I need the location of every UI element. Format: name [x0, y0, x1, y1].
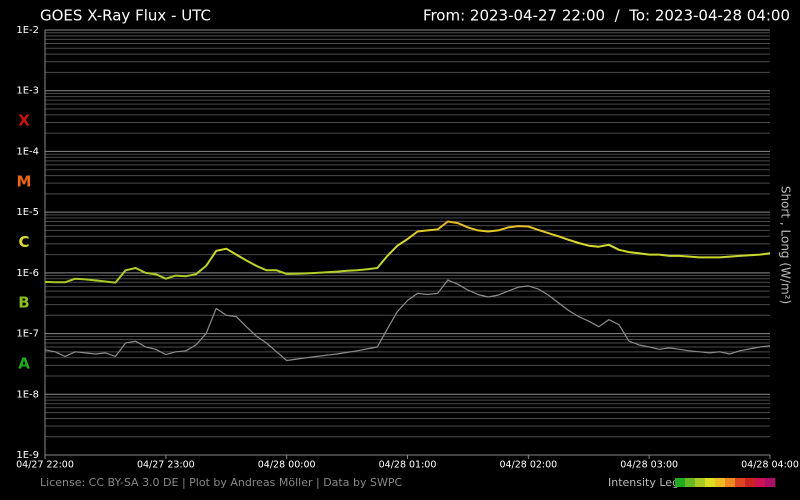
x-tick-label: 04/28 02:00	[499, 460, 557, 471]
series-line	[44, 279, 771, 362]
intensity-swatch	[675, 478, 686, 487]
flare-class-label: M	[17, 172, 32, 190]
y-tick-label: 1E-2	[16, 25, 39, 36]
flare-class-label: B	[18, 294, 29, 312]
y-tick-label: 1E-7	[16, 329, 39, 340]
footer: License: CC BY-SA 3.0 DE | Plot by Andre…	[40, 476, 402, 489]
y-tick-label: 1E-9	[16, 450, 39, 461]
x-tick-label: 04/27 23:00	[137, 460, 195, 471]
intensity-swatch	[685, 478, 696, 487]
y-tick-label: 1E-5	[16, 207, 39, 218]
x-tick-label: 04/28 00:00	[258, 460, 316, 471]
intensity-swatch	[695, 478, 706, 487]
chart-title: GOES X-Ray Flux - UTC	[40, 7, 211, 25]
x-tick-label: 04/28 01:00	[379, 460, 437, 471]
y-axis-label: Short , Long (W/m²)	[779, 186, 793, 304]
flare-class-label: C	[18, 233, 29, 251]
y-tick-label: 1E-6	[16, 268, 39, 279]
y-tick-label: 1E-8	[16, 389, 39, 400]
intensity-swatch	[715, 478, 726, 487]
intensity-swatch	[765, 478, 776, 487]
flare-class-label: A	[18, 354, 30, 372]
flare-class-label: X	[18, 112, 30, 130]
intensity-swatch	[705, 478, 716, 487]
chart-subtitle: From: 2023-04-27 22:00 / To: 2023-04-28 …	[423, 7, 790, 25]
intensity-swatch	[755, 478, 766, 487]
intensity-swatch	[725, 478, 736, 487]
x-tick-label: 04/28 03:00	[620, 460, 678, 471]
intensity-swatch	[735, 478, 746, 487]
y-tick-label: 1E-4	[16, 146, 39, 157]
y-tick-label: 1E-3	[16, 86, 39, 97]
series-line	[44, 220, 771, 284]
intensity-swatch	[745, 478, 756, 487]
x-tick-label: 04/27 22:00	[16, 460, 74, 471]
x-tick-label: 04/28 04:00	[741, 460, 799, 471]
